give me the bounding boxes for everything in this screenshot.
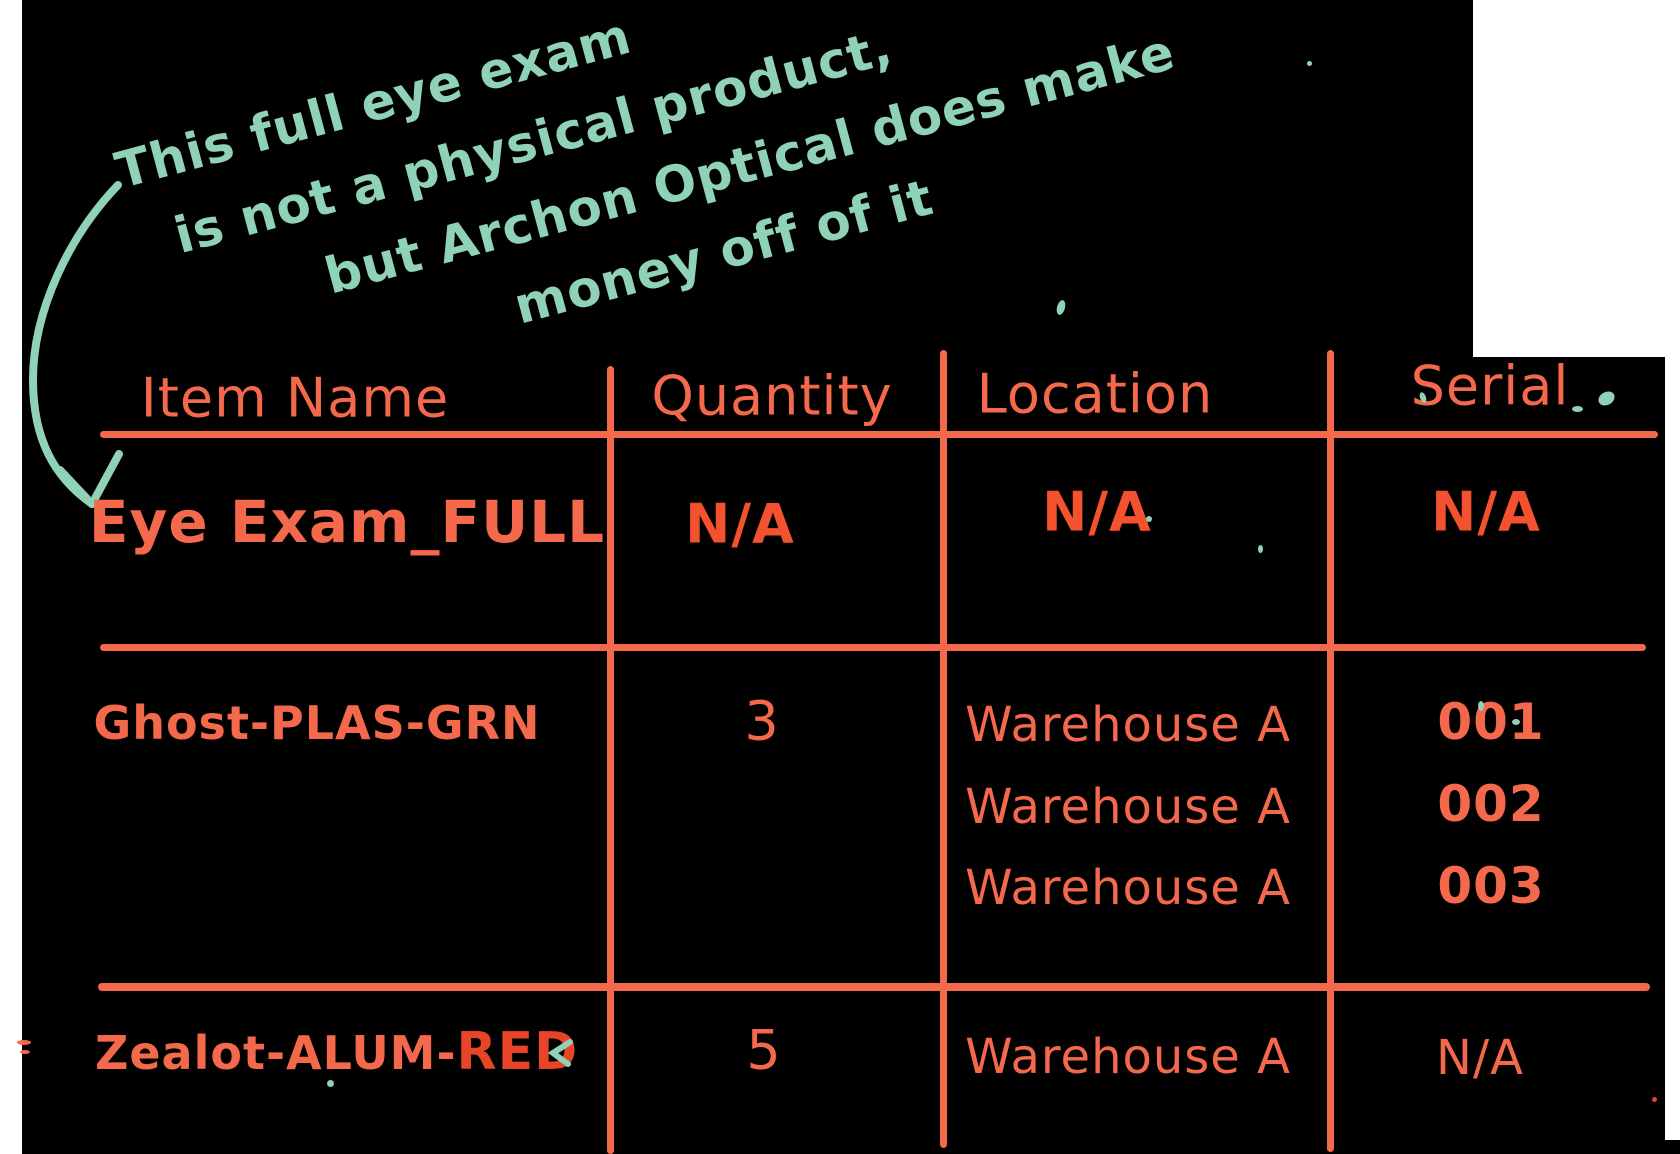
white-patch-right-edge (1665, 357, 1680, 1140)
cell-row2-location-3: Warehouse A (965, 860, 1291, 916)
cell-row1-location: N/A (1042, 480, 1152, 544)
ink-speck (17, 1040, 31, 1045)
ink-speck (1595, 388, 1618, 409)
cell-row2-location-1: Warehouse A (965, 697, 1291, 753)
ink-speck (1307, 61, 1312, 66)
table-column-divider-3 (1327, 350, 1334, 1152)
ink-speck (1146, 516, 1152, 522)
table-row-divider-2 (98, 983, 1650, 991)
cell-row3-serial: N/A (1436, 1030, 1524, 1086)
cell-row2-item: Ghost-PLAS-GRN (93, 696, 541, 750)
ink-speck (327, 1080, 334, 1087)
cell-row1-item: Eye Exam_FULL (88, 488, 606, 556)
table-column-divider-1 (607, 366, 614, 1154)
cell-row2-serial-1: 001 (1437, 693, 1545, 751)
cell-row3-quantity: 5 (746, 1018, 782, 1082)
white-patch-left-edge (0, 0, 22, 1154)
ink-speck (1652, 1097, 1657, 1102)
header-quantity: Quantity (651, 364, 893, 428)
table-row-divider-1 (100, 644, 1646, 651)
cell-row2-serial-2: 002 (1437, 775, 1545, 833)
ink-speck (1055, 299, 1067, 316)
cell-row3-location: Warehouse A (965, 1029, 1291, 1085)
header-item-name: Item Name (140, 366, 450, 430)
cell-row2-quantity: 3 (744, 689, 780, 753)
header-location: Location (976, 362, 1214, 426)
ink-speck (1512, 719, 1520, 725)
cell-row3-item-prefix: Zealot-ALUM- (95, 1026, 457, 1080)
cell-row1-serial: N/A (1431, 480, 1541, 544)
cell-row3-item: Zealot-ALUM-RED (95, 1022, 578, 1082)
ink-speck (1572, 406, 1583, 412)
cell-row1-quantity: N/A (685, 492, 795, 556)
table-column-divider-2 (940, 350, 947, 1148)
cell-row2-location-2: Warehouse A (965, 779, 1291, 835)
table-header-underline (100, 431, 1658, 438)
header-serial: Serial (1410, 354, 1570, 418)
cell-row2-serial-3: 003 (1437, 857, 1545, 915)
white-patch-top-right (1473, 0, 1680, 357)
small-arrowhead-icon (548, 1039, 573, 1067)
ink-speck (1478, 701, 1484, 711)
ink-speck (20, 1050, 30, 1054)
ink-speck (1258, 545, 1263, 553)
